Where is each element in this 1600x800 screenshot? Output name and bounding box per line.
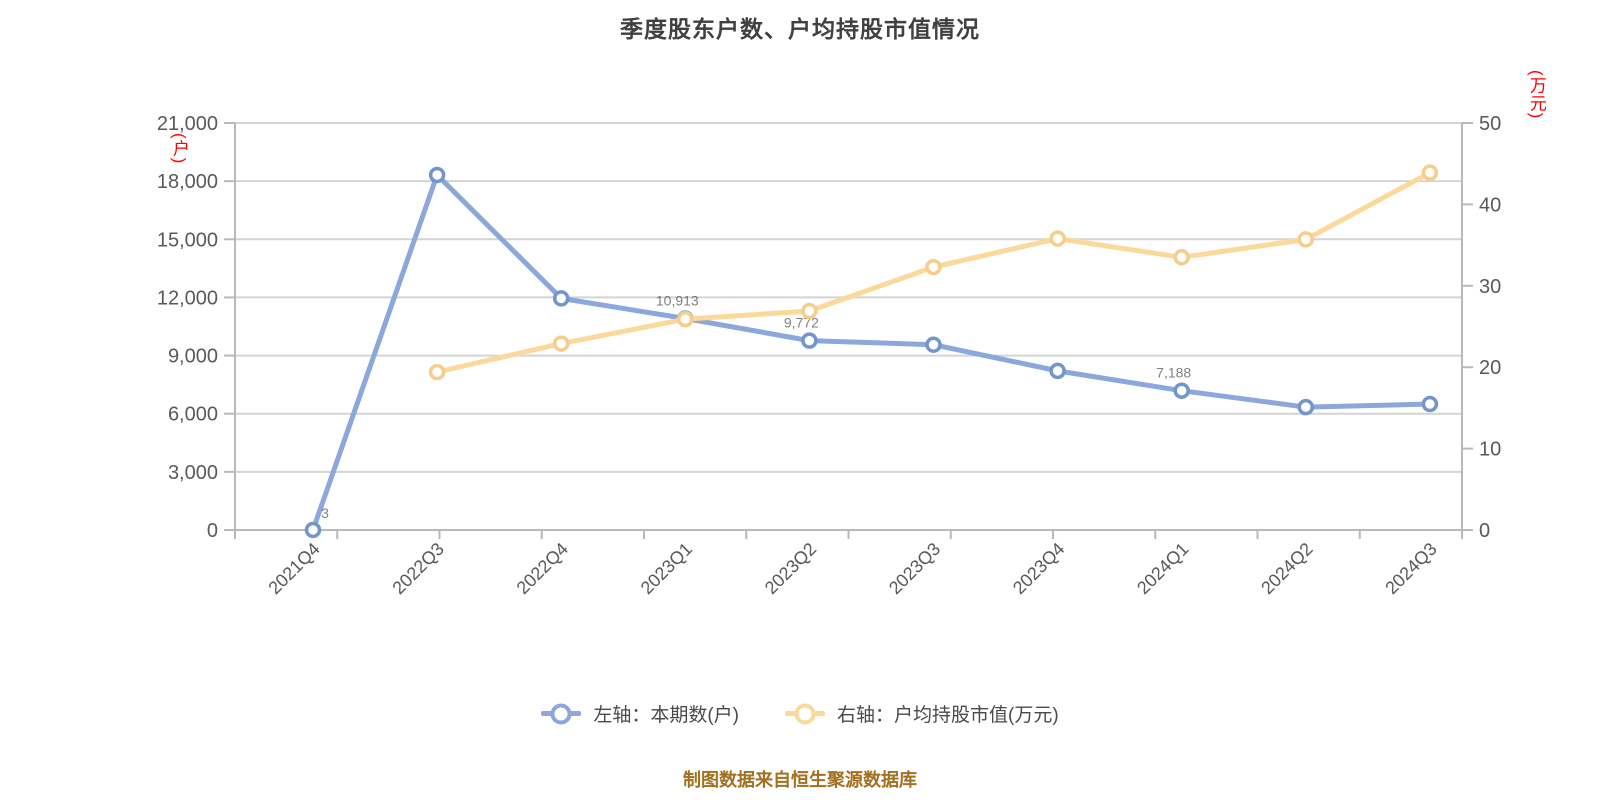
- data-point-marker: [552, 290, 570, 307]
- legend-item-1: 右轴：户均持股市值(万元): [785, 700, 1059, 727]
- data-point-marker: [428, 363, 446, 381]
- data-point-marker: [801, 302, 818, 320]
- x-category-label: 2024Q1: [1133, 539, 1192, 598]
- data-point-marker: [1297, 398, 1315, 416]
- data-point-marker: [1297, 231, 1315, 248]
- y-tick-label-right: 0: [1479, 520, 1490, 542]
- y-tick-label-left: 9,000: [168, 346, 218, 368]
- chart-title: 季度股东户数、户均持股市值情况: [620, 16, 980, 42]
- y-tick-label-right: 30: [1479, 276, 1501, 298]
- x-category-label: 2023Q3: [885, 539, 944, 598]
- data-point-marker: [801, 332, 818, 349]
- data-point-marker: [1173, 382, 1190, 399]
- y-tick-label-left: 12,000: [157, 287, 218, 309]
- x-category-label: 2023Q1: [637, 539, 696, 598]
- x-category-label: 2024Q2: [1257, 539, 1316, 598]
- y-tick-label-left: 18,000: [157, 171, 218, 193]
- legend: 左轴：本期数(户) 右轴：户均持股市值(万元): [0, 700, 1600, 727]
- data-point-marker: [925, 336, 942, 353]
- data-point-marker: [1049, 362, 1066, 380]
- y-tick-label-right: 20: [1479, 357, 1501, 379]
- data-source-note: 制图数据来自恒生聚源数据库: [683, 770, 917, 790]
- data-point-marker: [428, 166, 446, 184]
- y-tick-label-right: 50: [1479, 113, 1501, 135]
- legend-marker-icon: [541, 711, 582, 716]
- legend-item-0: 左轴：本期数(户): [541, 700, 739, 727]
- x-category-label: 2022Q3: [388, 539, 447, 598]
- legend-item-label: 右轴：户均持股市值(万元): [837, 705, 1059, 726]
- shareholder-count-line: [310, 172, 1430, 531]
- left-axis-unit-label: (户): [169, 133, 189, 165]
- y-tick-label-left: 3,000: [168, 462, 218, 484]
- y-tick-label-left: 21,000: [157, 113, 218, 135]
- y-tick-label-right: 40: [1479, 194, 1501, 216]
- data-point-marker: [1421, 164, 1439, 181]
- data-point-marker: [925, 258, 942, 276]
- y-tick-label-left: 0: [207, 520, 218, 542]
- legend-marker-icon: [785, 711, 825, 716]
- data-point-marker: [1173, 249, 1190, 266]
- data-point-marker: [552, 335, 570, 352]
- x-category-label: 2023Q4: [1009, 539, 1068, 598]
- data-point-label: 10,913: [656, 292, 699, 308]
- data-point-label: 3: [321, 505, 329, 521]
- legend-item-label: 左轴：本期数(户): [593, 705, 739, 726]
- y-tick-label-left: 6,000: [168, 404, 218, 426]
- data-point-marker: [304, 521, 322, 539]
- x-category-label: 2023Q2: [761, 539, 820, 598]
- y-tick-label-right: 10: [1479, 439, 1501, 461]
- x-category-label: 2024Q3: [1381, 539, 1440, 598]
- right-axis-unit-label: (万元): [1526, 70, 1546, 120]
- data-point-label: 7,188: [1156, 365, 1191, 381]
- data-point-marker: [1421, 395, 1439, 413]
- data-point-marker: [1049, 230, 1066, 247]
- x-category-label: 2021Q4: [264, 539, 323, 598]
- x-category-label: 2022Q4: [513, 539, 572, 598]
- y-tick-label-left: 15,000: [157, 229, 218, 251]
- data-point-marker: [677, 310, 694, 328]
